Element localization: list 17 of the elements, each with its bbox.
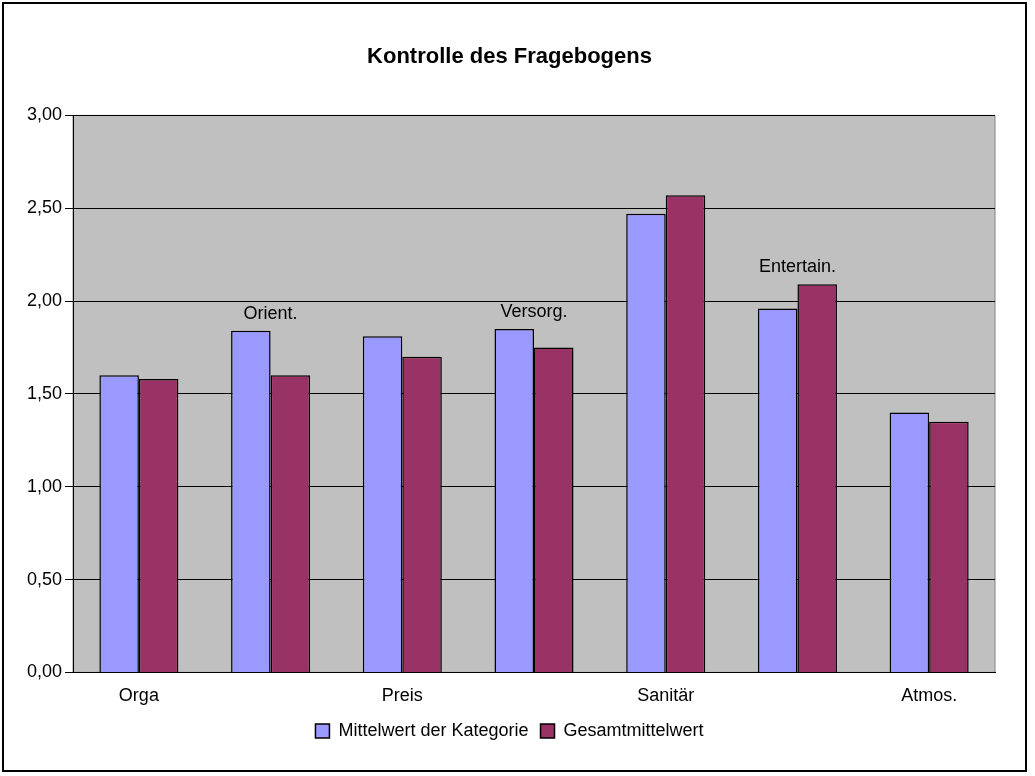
x-tick-label: Versorg. [500, 300, 568, 321]
x-tick-label: Sanitär [637, 685, 695, 706]
chart-title: Kontrolle des Fragebogens [367, 43, 652, 69]
y-tick-label: 0,00 [26, 661, 63, 682]
y-tick-label: 2,00 [26, 290, 63, 311]
y-tick-label: 0,50 [26, 568, 63, 589]
y-tick-label: 1,00 [26, 475, 63, 496]
y-tick-label: 3,00 [26, 104, 63, 125]
legend-label: Mittelwert der Kategorie [338, 719, 529, 740]
x-tick-label: Orient. [243, 302, 298, 323]
x-tick-label: Preis [381, 685, 423, 706]
y-tick-label: 2,50 [26, 197, 63, 218]
x-tick-label: Atmos. [901, 685, 958, 706]
x-tick-label: Orga [118, 685, 160, 706]
legend-label: Gesamtmittelwert [563, 719, 704, 740]
y-tick-label: 1,50 [26, 382, 63, 403]
x-tick-label: Entertain. [758, 256, 836, 277]
